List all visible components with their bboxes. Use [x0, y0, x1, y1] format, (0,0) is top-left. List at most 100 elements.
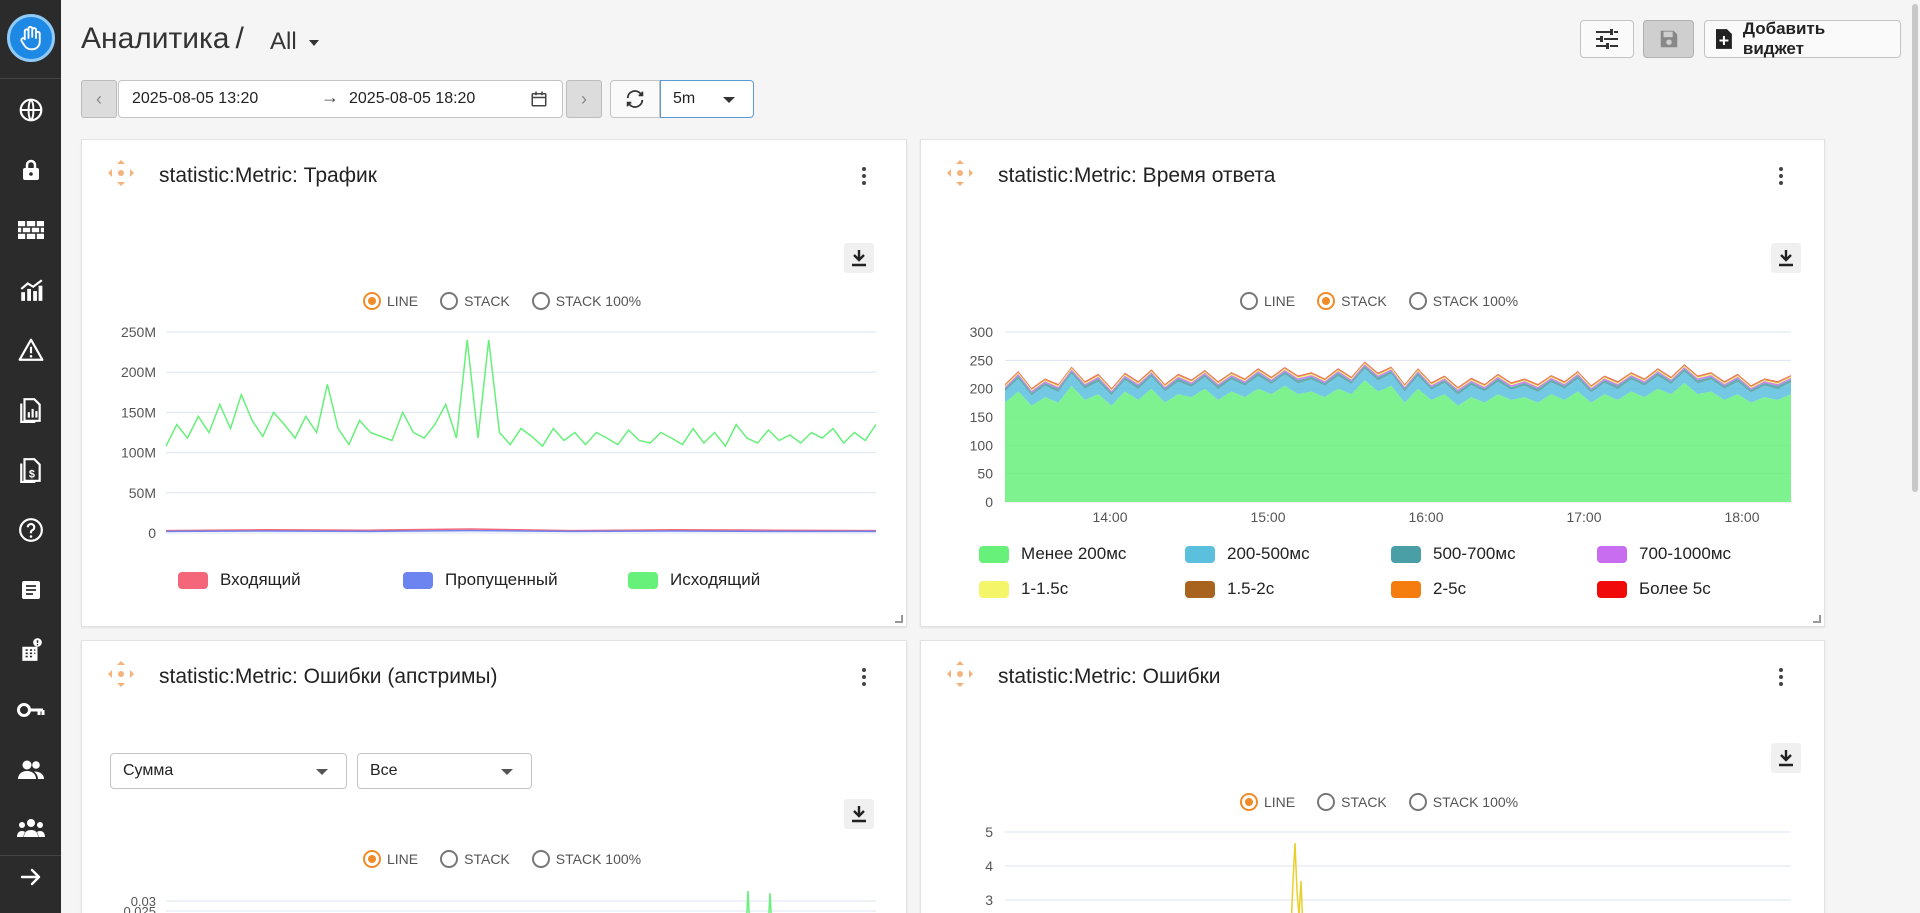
filters-button[interactable] — [1580, 20, 1634, 58]
legend-item[interactable]: Более 5с — [1597, 579, 1711, 599]
radio-stack[interactable]: STACK — [440, 850, 510, 868]
page-title-text: Аналитика — [81, 22, 230, 55]
legend-swatch — [403, 571, 433, 589]
upstream-filter-select[interactable]: Все — [357, 753, 532, 789]
radio-line[interactable]: LINE — [1240, 793, 1295, 811]
caret-down-icon — [308, 40, 319, 46]
radio-label: STACK 100% — [1432, 293, 1519, 309]
legend-item[interactable]: 1.5-2с — [1185, 579, 1274, 599]
page-scrollbar[interactable] — [1912, 4, 1918, 492]
legend-item[interactable]: 200-500мс — [1185, 544, 1310, 564]
drag-handle-icon[interactable] — [106, 158, 136, 188]
drag-handle-icon[interactable] — [945, 158, 975, 188]
radio-line[interactable]: LINE — [363, 850, 418, 868]
download-icon — [852, 250, 866, 267]
warning-icon[interactable] — [16, 335, 46, 365]
refresh-interval-select[interactable]: 5m — [660, 80, 754, 118]
date-from[interactable]: 2025-08-05 13:20 — [132, 90, 259, 107]
legend-item[interactable]: Пропущенный — [403, 570, 558, 590]
drag-handle-icon[interactable] — [106, 659, 136, 689]
building-alert-icon[interactable] — [16, 635, 46, 665]
user-group-icon[interactable] — [16, 755, 46, 785]
resize-handle[interactable] — [895, 615, 903, 623]
download-button[interactable] — [1771, 243, 1801, 273]
radio-stack[interactable]: STACK — [440, 292, 510, 310]
aggregation-select[interactable]: Сумма — [110, 753, 347, 789]
view-select[interactable]: All — [270, 28, 319, 56]
firewall-icon[interactable] — [16, 215, 46, 245]
legend-label: Пропущенный — [445, 570, 558, 589]
drag-handle-icon[interactable] — [945, 659, 975, 689]
widget-upstream-errors: statistic:Metric: Ошибки (апстримы) Сумм… — [81, 640, 907, 913]
select-value: Все — [370, 762, 398, 779]
x-tick-label: 15:00 — [1250, 509, 1285, 525]
x-tick-label: 16:00 — [1408, 509, 1443, 525]
arrow-right-icon[interactable] — [16, 862, 46, 892]
radio-stack[interactable]: STACK — [1317, 793, 1387, 811]
legend-item[interactable]: 700-1000мс — [1597, 544, 1731, 564]
y-tick-label: 200M — [121, 364, 156, 380]
download-button[interactable] — [844, 799, 874, 829]
legend-item[interactable]: 500-700мс — [1391, 544, 1516, 564]
widget-title: statistic:Metric: Ошибки (апстримы) — [159, 665, 498, 688]
download-icon — [1779, 250, 1793, 267]
radio-line[interactable]: LINE — [363, 292, 418, 310]
legend-item[interactable]: 1-1.5с — [979, 579, 1068, 599]
legend-swatch — [178, 571, 208, 589]
legend-item[interactable]: Менее 200мс — [979, 544, 1126, 564]
legend-item[interactable]: Исходящий — [628, 570, 760, 590]
x-tick-label: 17:00 — [1566, 509, 1601, 525]
calendar-icon[interactable] — [530, 90, 548, 108]
legend-label: 500-700мс — [1433, 544, 1516, 563]
legend-label: Исходящий — [670, 570, 761, 589]
key-icon[interactable] — [16, 695, 46, 725]
globe-icon[interactable] — [16, 95, 46, 125]
legend-item[interactable]: 2-5с — [1391, 579, 1466, 599]
y-tick-label: 0.03 — [131, 894, 156, 909]
add-file-icon — [1715, 29, 1732, 49]
legend-label: Менее 200мс — [1021, 544, 1127, 563]
legend-label: Входящий — [220, 570, 301, 589]
more-vert-icon[interactable] — [1769, 164, 1793, 188]
legend-swatch — [628, 571, 658, 589]
y-tick-label: 50M — [129, 485, 156, 501]
refresh-button[interactable] — [610, 80, 660, 118]
series-area — [1005, 364, 1791, 393]
lock-icon[interactable] — [16, 155, 46, 185]
y-tick-label: 0.025 — [123, 904, 156, 913]
legend-item[interactable]: Входящий — [178, 570, 301, 590]
radio-stack[interactable]: STACK — [1317, 292, 1387, 310]
date-range-picker[interactable]: 2025-08-05 13:20 → 2025-08-05 18:20 — [118, 80, 563, 118]
svg-text:$: $ — [29, 469, 35, 481]
chart-mode-radio-group: LINE STACK STACK 100% — [363, 850, 663, 868]
chart-growth-icon[interactable] — [16, 275, 46, 305]
next-period-button[interactable]: › — [566, 80, 602, 118]
billing-icon[interactable]: $ — [16, 455, 46, 485]
report-icon[interactable] — [16, 395, 46, 425]
radio-label: LINE — [387, 293, 419, 309]
article-icon[interactable] — [16, 575, 46, 605]
caret-down-icon — [723, 97, 735, 103]
radio-stack-100[interactable]: STACK 100% — [531, 292, 642, 310]
groups-icon[interactable] — [16, 813, 46, 843]
download-button[interactable] — [1771, 743, 1801, 773]
save-button[interactable] — [1643, 20, 1694, 58]
more-vert-icon[interactable] — [852, 164, 876, 188]
download-button[interactable] — [844, 243, 874, 273]
radio-label: STACK 100% — [555, 293, 642, 309]
radio-stack-100[interactable]: STACK 100% — [531, 850, 641, 868]
series-line — [165, 339, 877, 448]
prev-period-button[interactable]: ‹ — [81, 80, 117, 118]
app-logo[interactable] — [7, 14, 55, 62]
date-to[interactable]: 2025-08-05 18:20 — [349, 90, 476, 107]
help-icon[interactable] — [16, 515, 46, 545]
widget-traffic: statistic:Metric: Трафик LINE STACK STAC… — [81, 139, 907, 627]
radio-stack-100[interactable]: STACK 100% — [1408, 292, 1519, 310]
resize-handle[interactable] — [1813, 615, 1821, 623]
more-vert-icon[interactable] — [852, 665, 876, 689]
interval-value: 5m — [673, 90, 696, 107]
radio-line[interactable]: LINE — [1240, 292, 1295, 310]
radio-stack-100[interactable]: STACK 100% — [1408, 793, 1518, 811]
more-vert-icon[interactable] — [1769, 665, 1793, 689]
add-widget-button[interactable]: Добавить виджет — [1704, 19, 1901, 58]
